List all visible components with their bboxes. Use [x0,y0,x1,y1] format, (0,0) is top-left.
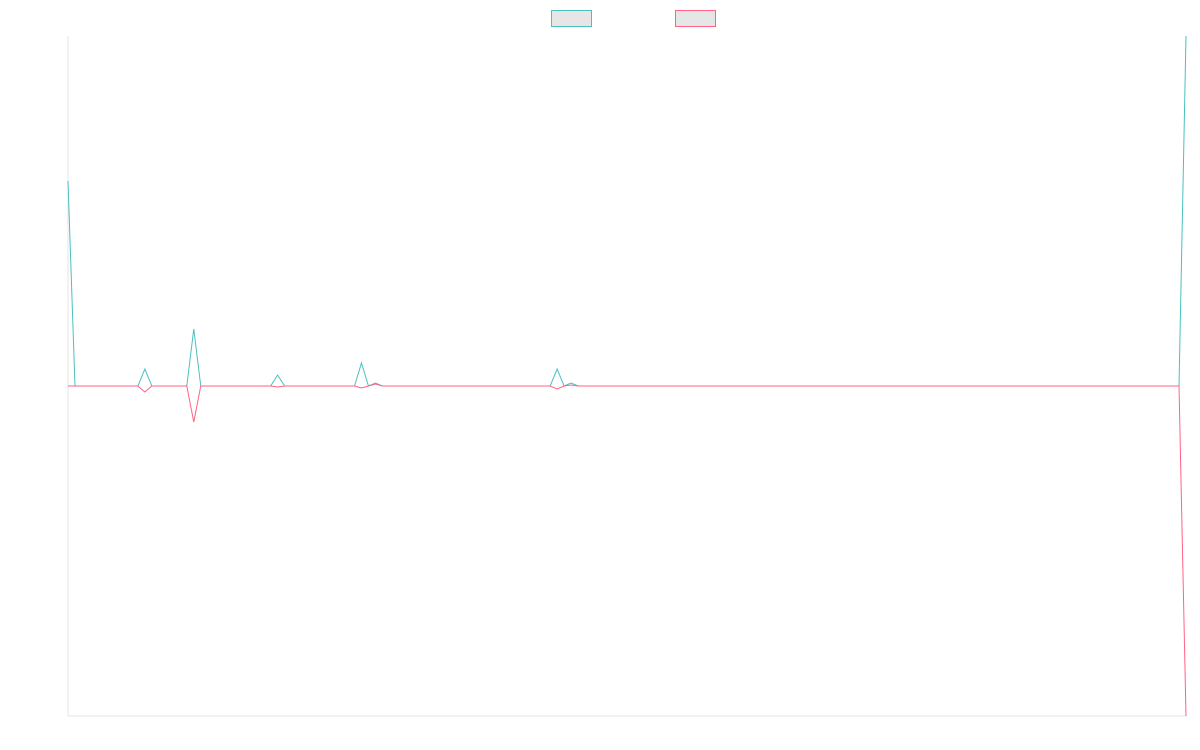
legend-swatch [551,10,592,27]
series-line [67,35,1187,387]
series-line [68,383,1187,717]
legend-swatch [675,10,716,27]
